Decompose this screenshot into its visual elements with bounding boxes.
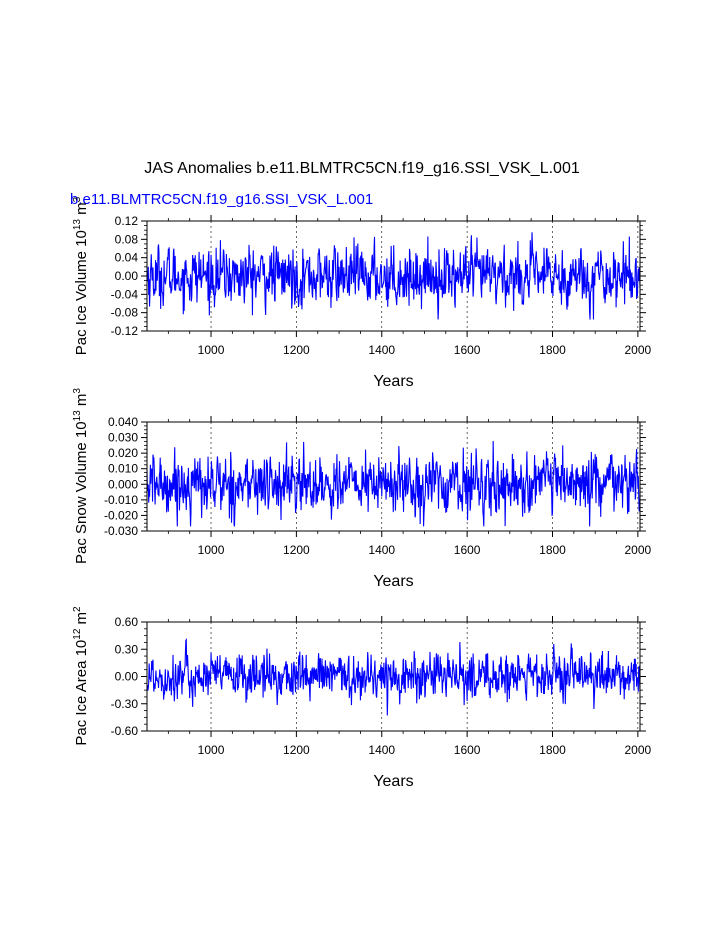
- x-tick-label: 1600: [454, 743, 481, 757]
- y-tick-label: 0.020: [108, 446, 138, 460]
- x-tick-label: 1800: [539, 743, 566, 757]
- series-line: [146, 637, 641, 716]
- y-tick-label: 0.000: [108, 477, 138, 491]
- y-tick-label: 0.00: [115, 269, 139, 283]
- y-axis-title: Pac Snow Volume 1013 m3: [72, 388, 90, 564]
- y-tick-label: 0.00: [115, 670, 139, 684]
- series-line: [146, 440, 641, 527]
- x-tick-label: 1000: [198, 543, 225, 557]
- x-tick-label: 2000: [625, 543, 652, 557]
- y-tick-label: -0.60: [111, 724, 139, 738]
- y-tick-label: -0.30: [111, 697, 139, 711]
- x-tick-label: 1400: [368, 343, 395, 357]
- chart-subtitle: b.e11.BLMTRC5CN.f19_g16.SSI_VSK_L.001: [70, 191, 373, 208]
- x-tick-label: 1400: [368, 743, 395, 757]
- x-tick-label: 1200: [283, 743, 310, 757]
- x-axis-title: Years: [373, 573, 413, 590]
- y-tick-label: 0.08: [115, 232, 139, 246]
- y-tick-label: -0.04: [111, 287, 139, 301]
- y-tick-label: 0.040: [108, 415, 138, 429]
- x-axis-title: Years: [373, 773, 413, 790]
- x-tick-label: 1200: [283, 343, 310, 357]
- x-tick-label: 1600: [454, 543, 481, 557]
- x-tick-label: 1800: [539, 343, 566, 357]
- x-tick-label: 1400: [368, 543, 395, 557]
- chart-title: JAS Anomalies b.e11.BLMTRC5CN.f19_g16.SS…: [144, 160, 580, 177]
- y-tick-label: 0.12: [115, 214, 139, 228]
- y-tick-label: 0.010: [108, 462, 138, 476]
- y-tick-label: -0.020: [104, 508, 138, 522]
- x-tick-label: 1000: [198, 743, 225, 757]
- y-tick-label: 0.04: [115, 251, 139, 265]
- panel-ice-volume: -0.12 -0.08 -0.04 0.00 0.04 0.08 0.12 1000 1200 1…: [72, 196, 652, 390]
- y-tick-label: -0.08: [111, 306, 139, 320]
- x-tick-label: 1600: [454, 343, 481, 357]
- x-tick-label: 1000: [198, 343, 225, 357]
- x-tick-label: 1800: [539, 543, 566, 557]
- y-tick-label: -0.010: [104, 493, 138, 507]
- panel-ice-area: -0.60 -0.30 0.00 0.30 0.60 1000 1200 1400 1600 18…: [72, 606, 652, 790]
- y-axis-title: Pac Ice Area 1012 m2: [72, 606, 90, 746]
- x-tick-label: 2000: [625, 743, 652, 757]
- y-tick-label: 0.30: [115, 642, 139, 656]
- y-tick-label: 0.030: [108, 431, 138, 445]
- y-tick-label: -0.12: [111, 324, 139, 338]
- x-tick-label: 1200: [283, 543, 310, 557]
- series-line: [146, 232, 641, 320]
- y-axis-title: Pac Ice Volume 1013 m3: [72, 196, 90, 355]
- x-tick-label: 2000: [625, 343, 652, 357]
- plot-frame: [146, 421, 641, 532]
- y-tick-label: 0.60: [115, 615, 139, 629]
- x-axis-title: Years: [373, 373, 413, 390]
- y-tick-label: -0.030: [104, 524, 138, 538]
